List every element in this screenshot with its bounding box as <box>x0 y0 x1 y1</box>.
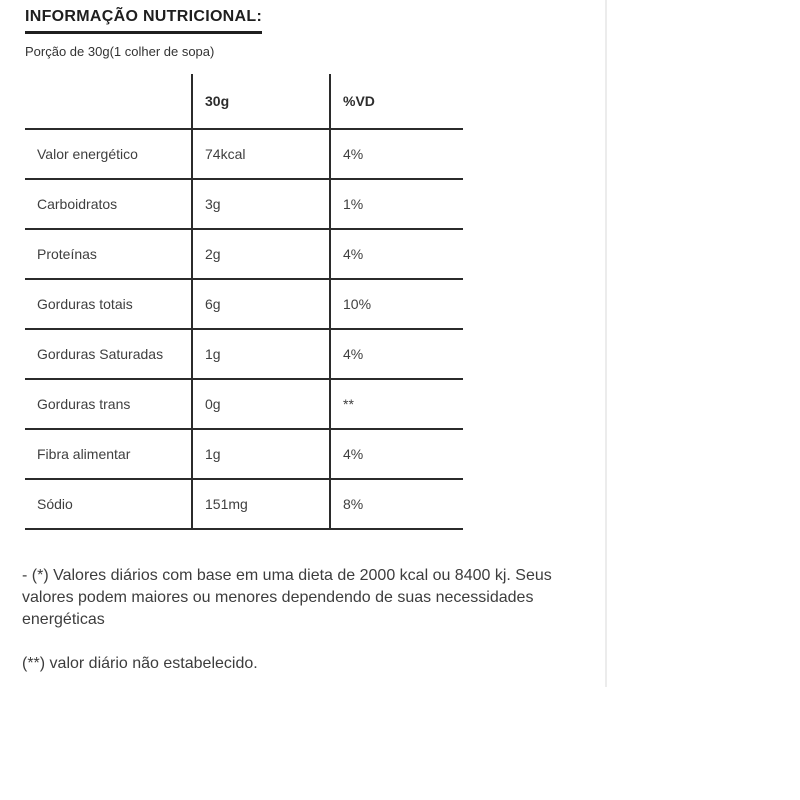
table-row: Proteínas 2g 4% <box>25 229 463 280</box>
nutrient-vd-cell: ** <box>329 379 463 430</box>
nutrient-amount-cell: 3g <box>191 179 330 230</box>
nutrient-name-cell: Proteínas <box>25 229 192 280</box>
nutrient-name-cell: Valor energético <box>25 129 192 180</box>
nutrient-name-cell: Gorduras totais <box>25 279 192 330</box>
table-row: Gorduras trans 0g ** <box>25 379 463 430</box>
nutrient-name-cell: Sódio <box>25 479 192 530</box>
table-header-row: 30g %VD <box>25 74 463 130</box>
table-row: Carboidratos 3g 1% <box>25 179 463 230</box>
nutrient-amount-cell: 74kcal <box>191 129 330 180</box>
nutrition-info-section: INFORMAÇÃO NUTRICIONAL: Porção de 30g(1 … <box>22 8 574 675</box>
column-header-amount: 30g <box>191 74 330 130</box>
nutrient-name-cell: Gorduras Saturadas <box>25 329 192 380</box>
nutrient-name-cell: Fibra alimentar <box>25 429 192 480</box>
footnote-not-established: (**) valor diário não estabelecido. <box>22 655 258 672</box>
nutrient-vd-cell: 4% <box>329 229 463 280</box>
nutrient-vd-cell: 1% <box>329 179 463 230</box>
table-row: Valor energético 74kcal 4% <box>25 129 463 180</box>
nutrient-vd-cell: 4% <box>329 329 463 380</box>
column-header-nutrient <box>25 74 192 130</box>
table-row: Sódio 151mg 8% <box>25 479 463 530</box>
nutrient-vd-cell: 8% <box>329 479 463 530</box>
nutrition-table-body: Valor energético 74kcal 4% Carboidratos … <box>25 129 463 530</box>
nutrient-name-cell: Gorduras trans <box>25 379 192 430</box>
page-title: INFORMAÇÃO NUTRICIONAL: <box>25 8 263 34</box>
nutrient-amount-cell: 0g <box>191 379 330 430</box>
nutrient-amount-cell: 151mg <box>191 479 330 530</box>
nutrient-amount-cell: 1g <box>191 429 330 480</box>
footnote-daily-values: - (*) Valores diários com base em uma di… <box>22 567 552 628</box>
nutrient-vd-cell: 4% <box>329 429 463 480</box>
nutrient-amount-cell: 1g <box>191 329 330 380</box>
table-row: Gorduras Saturadas 1g 4% <box>25 329 463 380</box>
column-header-vd: %VD <box>329 74 463 130</box>
nutrient-amount-cell: 6g <box>191 279 330 330</box>
table-row: Gorduras totais 6g 10% <box>25 279 463 330</box>
nutrient-vd-cell: 10% <box>329 279 463 330</box>
serving-size-text: Porção de 30g(1 colher de sopa) <box>25 44 215 59</box>
nutrient-name-cell: Carboidratos <box>25 179 192 230</box>
nutrient-vd-cell: 4% <box>329 129 463 180</box>
page-vertical-divider <box>605 0 607 687</box>
table-row: Fibra alimentar 1g 4% <box>25 429 463 480</box>
nutrient-amount-cell: 2g <box>191 229 330 280</box>
nutrition-table: 30g %VD Valor energético 74kcal 4% Carbo… <box>25 74 463 530</box>
